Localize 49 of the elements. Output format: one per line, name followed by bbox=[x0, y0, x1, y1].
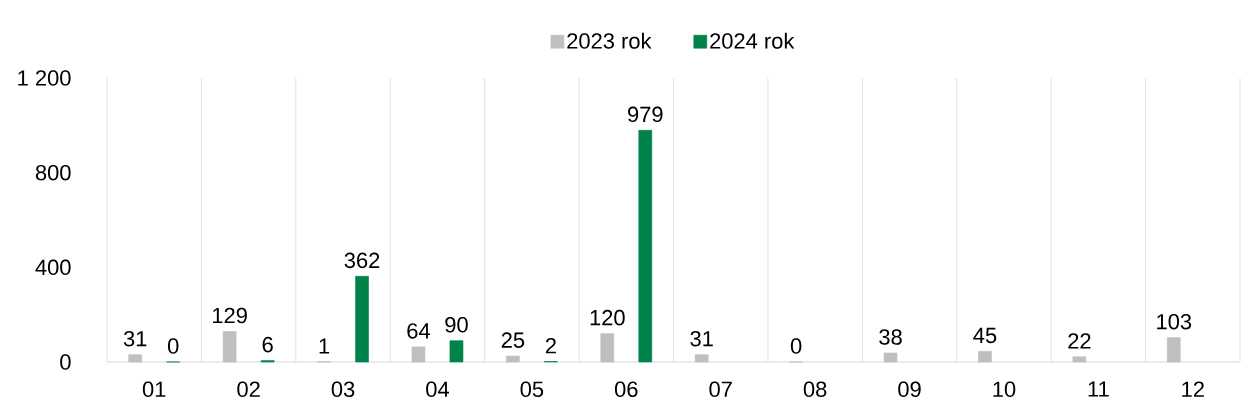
x-tick-label: 07 bbox=[709, 381, 732, 398]
data-label: 979 bbox=[628, 106, 663, 123]
data-label: 31 bbox=[690, 330, 713, 347]
x-tick-label: 02 bbox=[237, 381, 260, 398]
y-tick-label: 400 bbox=[35, 259, 71, 276]
data-label: 2 bbox=[545, 338, 556, 354]
bar bbox=[128, 354, 143, 363]
data-label: 64 bbox=[407, 323, 430, 339]
x-tick-label: 12 bbox=[1182, 381, 1204, 397]
data-label: 0 bbox=[167, 338, 179, 354]
x-tick-label: 10 bbox=[993, 381, 1016, 398]
y-tick-label: 0 bbox=[60, 354, 71, 370]
bar bbox=[506, 355, 520, 363]
bar bbox=[1166, 337, 1181, 363]
data-label: 129 bbox=[213, 307, 247, 324]
legend-label: 2024 rok bbox=[710, 32, 795, 49]
bar bbox=[883, 352, 898, 363]
bar bbox=[222, 331, 237, 363]
data-label: 120 bbox=[590, 309, 625, 326]
data-label: 45 bbox=[973, 327, 997, 344]
x-tick-label: 01 bbox=[142, 381, 166, 398]
x-tick-label: 03 bbox=[331, 381, 355, 398]
bar bbox=[600, 333, 615, 363]
y-tick-label: 800 bbox=[35, 164, 71, 181]
bar bbox=[694, 354, 709, 363]
x-tick-label: 09 bbox=[898, 381, 921, 398]
bar bbox=[411, 346, 426, 363]
data-label: 38 bbox=[879, 329, 902, 345]
data-label: 362 bbox=[344, 252, 380, 269]
bar bbox=[449, 340, 464, 363]
legend-label: 2023 rok bbox=[567, 32, 652, 49]
bar bbox=[1072, 356, 1087, 363]
data-label: 31 bbox=[123, 330, 147, 347]
data-label: 90 bbox=[445, 316, 468, 333]
x-tick-label: 04 bbox=[426, 381, 449, 398]
data-label: 6 bbox=[262, 336, 273, 353]
bar bbox=[638, 130, 653, 363]
data-label: 0 bbox=[790, 338, 802, 354]
data-label: 103 bbox=[1157, 313, 1192, 330]
x-tick-label: 06 bbox=[614, 381, 638, 398]
bar bbox=[978, 351, 992, 363]
data-label: 1 bbox=[319, 338, 330, 354]
x-tick-label: 05 bbox=[520, 381, 544, 398]
x-tick-label: 11 bbox=[1088, 381, 1109, 397]
data-label: 22 bbox=[1068, 333, 1091, 349]
bar bbox=[355, 276, 369, 363]
x-tick-label: 08 bbox=[803, 381, 827, 398]
data-label: 25 bbox=[501, 332, 525, 348]
y-tick-label: 1 200 bbox=[18, 70, 71, 86]
